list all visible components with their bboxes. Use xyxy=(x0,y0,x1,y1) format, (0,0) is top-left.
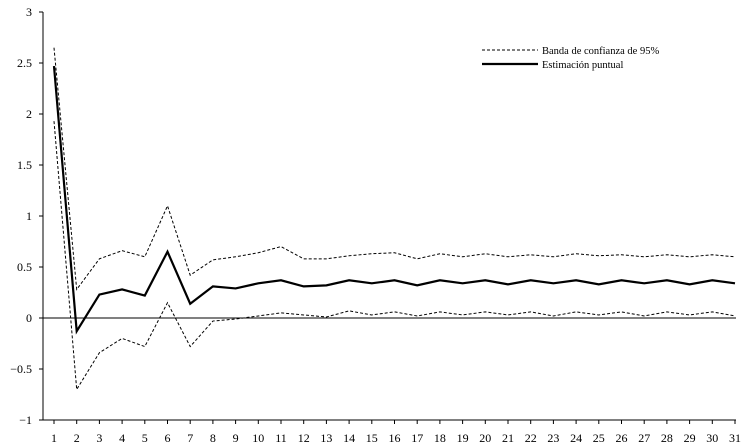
x-tick-label: 23 xyxy=(547,431,559,445)
legend-label-confidence-band: Banda de confianza de 95% xyxy=(542,46,659,57)
x-tick-label: 24 xyxy=(570,431,582,445)
x-tick-label: 9 xyxy=(233,431,239,445)
x-tick-label: 7 xyxy=(187,431,193,445)
x-tick-label: 11 xyxy=(275,431,287,445)
x-tick-label: 10 xyxy=(252,431,264,445)
x-tick-label: 21 xyxy=(502,431,514,445)
x-tick-label: 3 xyxy=(96,431,102,445)
x-tick-label: 5 xyxy=(142,431,148,445)
x-tick-label: 27 xyxy=(638,431,650,445)
y-tick-label: 0 xyxy=(26,311,32,325)
y-tick-label: 0.5 xyxy=(17,260,32,274)
y-tick-label: 2 xyxy=(26,107,32,121)
x-tick-label: 31 xyxy=(729,431,741,445)
x-tick-label: 16 xyxy=(389,431,401,445)
legend: Banda de confianza de 95% Estimación pun… xyxy=(482,46,659,71)
y-ticks: 3 2.5 2 1.5 1 0.5 0 −0.5 −1 xyxy=(10,5,43,427)
series-layer xyxy=(52,47,736,391)
x-tick-label: 13 xyxy=(320,431,332,445)
y-tick-label: −1 xyxy=(19,413,32,427)
x-tick-label: 28 xyxy=(661,431,673,445)
x-tick-label: 18 xyxy=(434,431,446,445)
x-tick-label: 14 xyxy=(343,431,355,445)
x-tick-label: 6 xyxy=(165,431,171,445)
y-tick-label: 1.5 xyxy=(17,158,32,172)
y-tick-label: 3 xyxy=(26,5,32,19)
x-tick-label: 17 xyxy=(411,431,423,445)
x-tick-label: 1 xyxy=(51,431,57,445)
x-tick-label: 20 xyxy=(479,431,491,445)
x-tick-label: 19 xyxy=(457,431,469,445)
x-tick-label: 25 xyxy=(593,431,605,445)
x-ticks: 1 2 3 4 5 6 7 8 9 10 11 12 13 14 15 16 17 18 19 20 21 22 23 24 2… xyxy=(51,420,741,445)
confidence-band-lower-line xyxy=(53,121,736,391)
x-tick-label: 8 xyxy=(210,431,216,445)
y-tick-label: 1 xyxy=(26,209,32,223)
point-estimate-line xyxy=(52,65,736,335)
y-tick-label: 2.5 xyxy=(17,56,32,70)
x-tick-label: 30 xyxy=(706,431,718,445)
legend-label-point-estimate: Estimación puntual xyxy=(542,60,623,71)
x-tick-label: 12 xyxy=(298,431,310,445)
confidence-band-upper-line xyxy=(53,47,736,291)
axes xyxy=(42,12,736,421)
y-tick-label: −0.5 xyxy=(10,362,32,376)
x-tick-label: 29 xyxy=(684,431,696,445)
x-tick-label: 15 xyxy=(366,431,378,445)
x-tick-label: 4 xyxy=(119,431,125,445)
x-tick-label: 26 xyxy=(616,431,628,445)
x-tick-label: 2 xyxy=(74,431,80,445)
x-tick-label: 22 xyxy=(525,431,537,445)
